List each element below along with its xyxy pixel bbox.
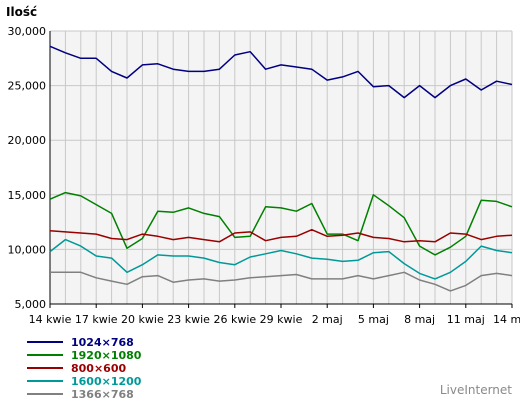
x-tick-label: 14 maj: [493, 313, 520, 326]
x-tick-label: 29 kwie: [260, 313, 303, 326]
y-tick-label: 20,000: [8, 134, 47, 147]
legend-label: 1366×768: [71, 388, 134, 401]
legend-label: 800×600: [71, 362, 126, 375]
y-tick-label: 5,000: [15, 298, 47, 311]
legend-label: 1600×1200: [71, 375, 142, 388]
series-line-2: [49, 228, 513, 243]
y-tick-label: 25,000: [8, 80, 47, 93]
x-tick-label: 2 maj: [312, 313, 343, 326]
x-tick-label: 14 kwie: [29, 313, 72, 326]
watermark: LiveInternet: [439, 383, 512, 397]
series-line-3: [49, 238, 513, 280]
x-tick-label: 26 kwie: [213, 313, 256, 326]
x-tick-label: 17 kwie: [75, 313, 118, 326]
y-tick-label: 15,000: [8, 189, 47, 202]
legend-label: 1024×768: [71, 336, 134, 349]
y-tick-label: 10,000: [8, 243, 47, 256]
y-tick-label: 30,000: [8, 25, 47, 38]
legend-label: 1920×1080: [71, 349, 142, 362]
x-tick-label: 8 maj: [404, 313, 435, 326]
series-line-1: [49, 191, 513, 256]
x-tick-label: 5 maj: [358, 313, 389, 326]
x-tick-label: 23 kwie: [167, 313, 210, 326]
x-tick-label: 11 maj: [447, 313, 485, 326]
series-line-0: [49, 45, 513, 99]
series-line-4: [50, 271, 513, 292]
y-axis-title: Ilość: [6, 5, 37, 19]
x-tick-label: 20 kwie: [121, 313, 164, 326]
